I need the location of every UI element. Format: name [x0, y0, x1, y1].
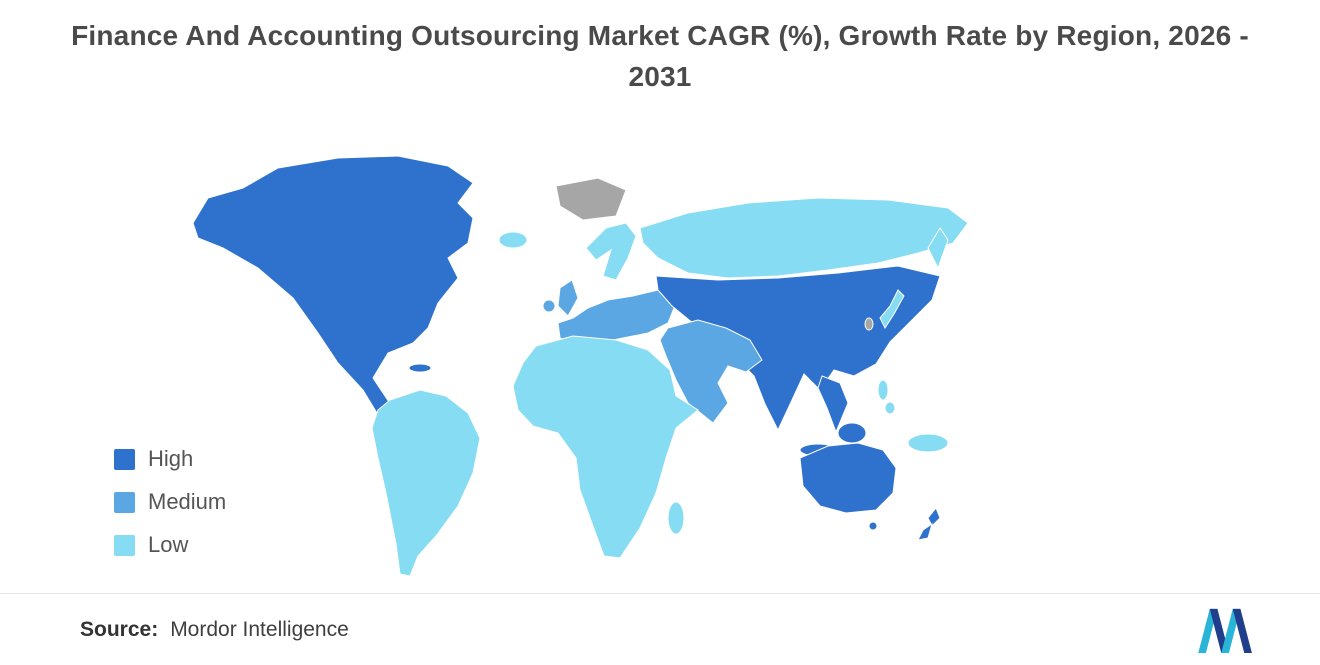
- legend-label-low: Low: [148, 532, 189, 557]
- world-choropleth-map: [128, 128, 1058, 583]
- legend-item-medium: Medium: [114, 489, 226, 515]
- region-philippines: [877, 379, 889, 401]
- region-cuba: [408, 363, 432, 373]
- region-japan: [879, 289, 905, 330]
- legend-label-high: High: [148, 446, 194, 471]
- legend-swatch-high-icon: [114, 448, 135, 470]
- region-russia: [639, 197, 969, 279]
- region-north-america: [192, 155, 474, 447]
- legend-swatch-medium-icon: [114, 491, 135, 513]
- source-line: Source: Mordor Intelligence: [80, 618, 349, 642]
- region-philippines-south: [884, 401, 896, 415]
- region-tasmania: [868, 521, 878, 531]
- region-new-zealand-north: [927, 507, 941, 527]
- region-africa: [512, 335, 699, 559]
- logo-bar-4: [1232, 608, 1252, 653]
- logo-bar-2: [1209, 608, 1229, 653]
- region-south-america: [371, 389, 481, 577]
- region-kamchatka: [927, 227, 949, 270]
- region-new-zealand-south: [917, 522, 933, 541]
- footer: Source: Mordor Intelligence: [0, 593, 1320, 665]
- legend-swatch-low-icon: [114, 534, 135, 556]
- logo-bar-3: [1221, 608, 1241, 653]
- source-label: Source:: [80, 617, 159, 641]
- region-iceland: [498, 231, 528, 249]
- legend-label-medium: Medium: [148, 489, 227, 514]
- region-new-guinea: [907, 433, 949, 453]
- region-scandinavia: [585, 222, 637, 281]
- region-korea: [864, 317, 874, 331]
- region-borneo: [837, 422, 867, 444]
- legend-item-low: Low: [114, 532, 226, 558]
- legend-item-high: High: [114, 446, 226, 472]
- region-australia: [799, 442, 897, 514]
- source-value: Mordor Intelligence: [170, 617, 349, 641]
- region-southeast-asia: [817, 375, 849, 434]
- logo-bar-1: [1198, 608, 1218, 653]
- region-greenland: [555, 177, 627, 221]
- mordor-intelligence-logo-icon: [1198, 607, 1256, 653]
- region-ireland: [542, 299, 556, 313]
- region-madagascar: [667, 501, 685, 535]
- page-title: Finance And Accounting Outsourcing Marke…: [71, 20, 1249, 92]
- legend: High Medium Low: [114, 446, 226, 558]
- region-middle-east: [659, 319, 763, 424]
- region-united-kingdom: [557, 279, 579, 317]
- world-map-svg: [192, 155, 969, 577]
